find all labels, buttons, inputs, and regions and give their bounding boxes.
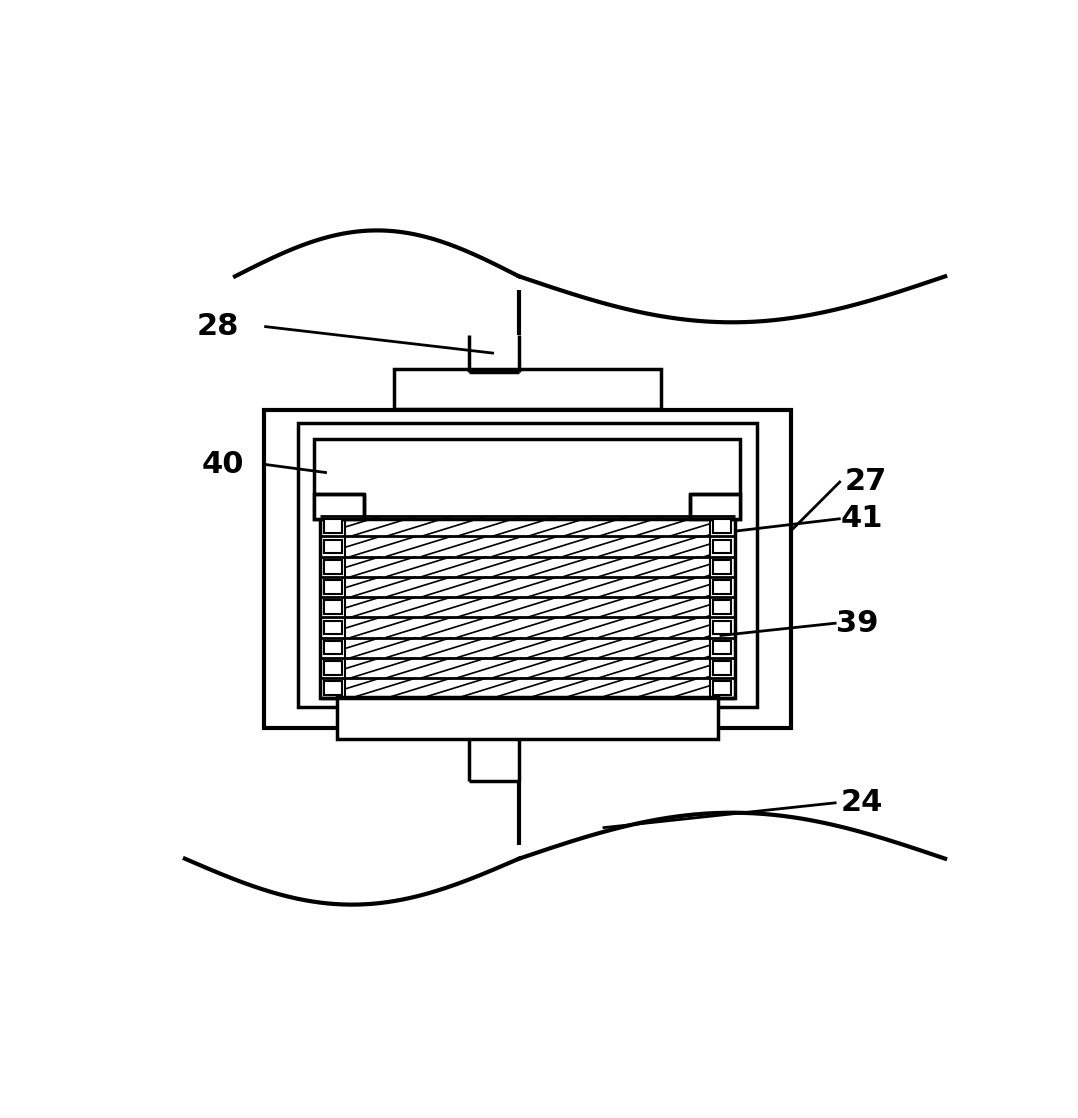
Bar — [713, 520, 731, 533]
Bar — [323, 540, 342, 553]
Text: 28: 28 — [197, 312, 239, 341]
Bar — [713, 600, 731, 614]
Bar — [298, 423, 757, 707]
Bar — [713, 560, 731, 574]
Bar — [323, 600, 342, 614]
Text: 40: 40 — [202, 449, 244, 479]
Bar — [713, 580, 731, 594]
Text: 24: 24 — [841, 788, 883, 817]
Bar — [315, 493, 364, 519]
Bar — [323, 681, 342, 695]
Bar — [323, 641, 342, 654]
Bar — [323, 620, 342, 634]
Bar — [393, 369, 661, 409]
Bar — [713, 681, 731, 695]
Bar — [264, 410, 790, 728]
Text: 39: 39 — [837, 608, 879, 637]
Bar — [690, 493, 741, 519]
Text: 41: 41 — [841, 504, 883, 533]
Bar — [320, 517, 734, 699]
Bar — [713, 620, 731, 634]
Bar — [315, 439, 741, 519]
Bar — [713, 641, 731, 654]
Bar — [323, 520, 342, 533]
Bar — [323, 560, 342, 574]
Bar — [323, 661, 342, 674]
Bar — [337, 698, 718, 739]
Bar — [713, 661, 731, 674]
Bar — [323, 580, 342, 594]
Text: 27: 27 — [845, 466, 887, 495]
Bar — [713, 540, 731, 553]
